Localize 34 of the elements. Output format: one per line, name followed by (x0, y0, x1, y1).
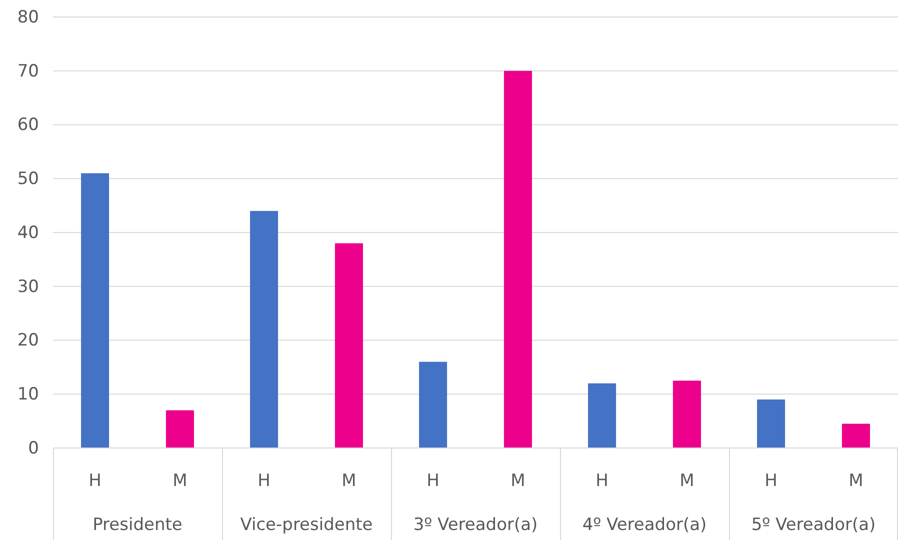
bar (166, 410, 194, 448)
bar (842, 424, 870, 448)
bar (588, 383, 616, 448)
series-label: M (172, 471, 188, 491)
text: H (596, 471, 608, 491)
text: M (848, 471, 864, 491)
y-tick-label: 70 (17, 61, 39, 82)
y-tick-label: 0 (28, 438, 39, 458)
y-tick-label: 60 (17, 115, 39, 136)
series-label: H (88, 471, 102, 491)
x-tick-label: 5º Vereador(a) (751, 515, 876, 535)
x-tick-label: 4º Vereador(a) (582, 515, 707, 535)
bar (419, 362, 448, 448)
x-tick-label: Vice-presidente (240, 515, 373, 535)
bar (250, 210, 278, 448)
x-tick-label: 3º Vereador(a) (413, 515, 538, 535)
bar (504, 70, 532, 448)
text: M (342, 471, 356, 491)
y-tick-label: 40 (17, 222, 39, 243)
y-tick-label: 30 (17, 276, 39, 297)
text: H (258, 471, 270, 491)
text: H (764, 471, 778, 491)
y-tick-label: 50 (17, 169, 39, 190)
y-tick-label: 10 (17, 384, 39, 405)
y-tick-label: 20 (17, 330, 39, 351)
x-tick-label: Presidente (92, 515, 182, 535)
bar (334, 243, 363, 448)
text: M (510, 471, 526, 491)
bar (757, 400, 786, 448)
bar (672, 380, 701, 448)
text: M (680, 471, 694, 491)
bar (81, 173, 110, 448)
text: H (426, 471, 440, 491)
y-tick-label: 80 (17, 7, 39, 28)
